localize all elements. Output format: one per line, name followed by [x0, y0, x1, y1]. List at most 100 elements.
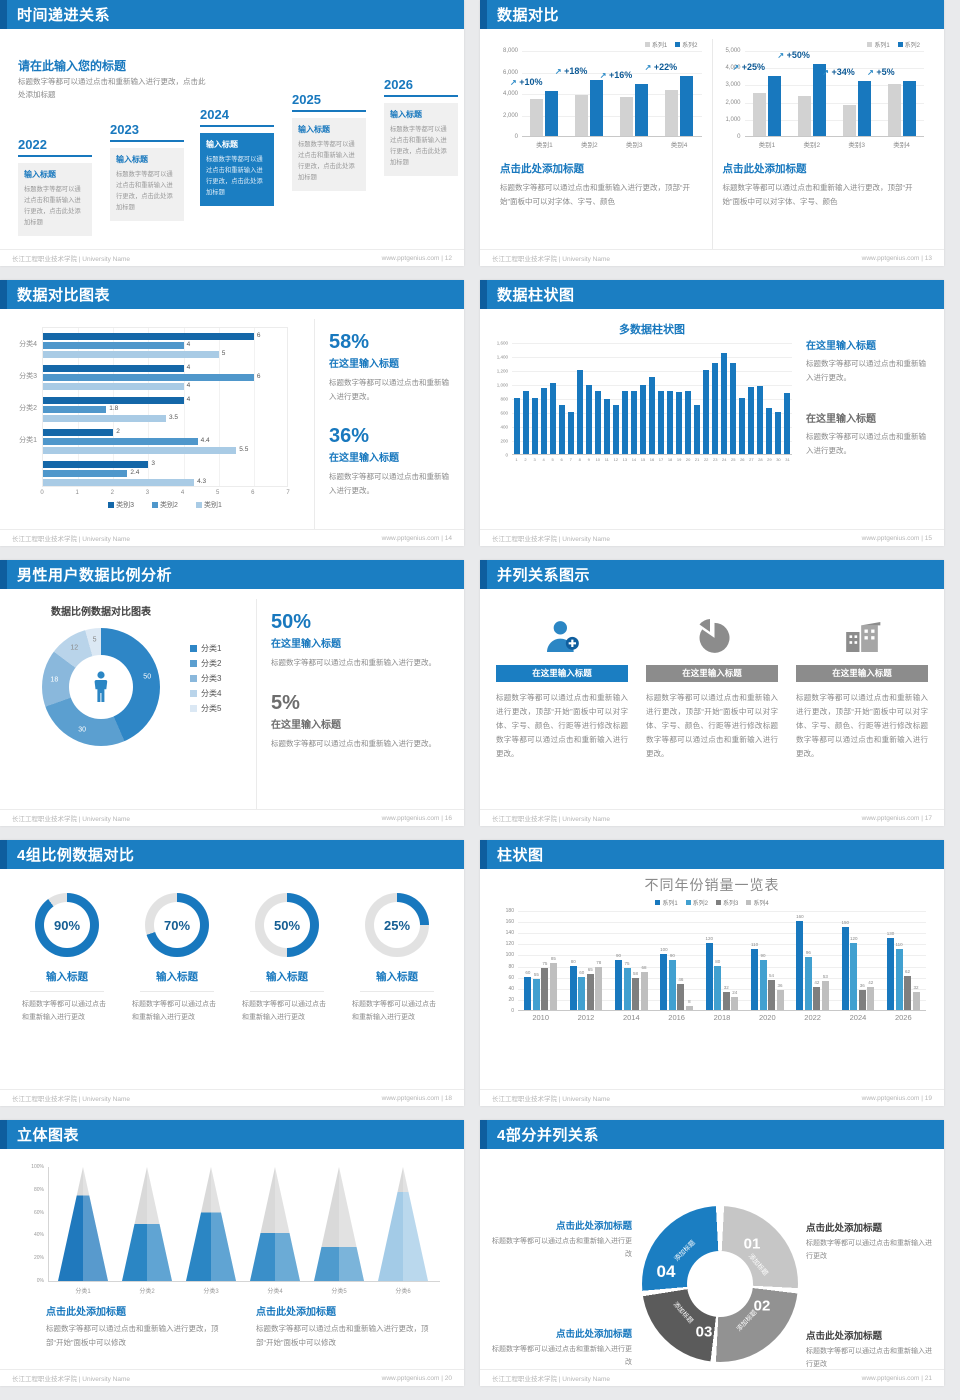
bar: [43, 350, 219, 358]
segment-number: 02: [753, 1297, 771, 1315]
stat-label: 在这里输入标题: [271, 719, 341, 731]
slide-parallel-items[interactable]: 并列关系图示 在这里输入标题 标题数字等都可以通过点击和重新输入进行更改，顶部“…: [480, 560, 944, 826]
y-axis-tick: 100%: [31, 1164, 44, 1170]
x-axis-label: 16: [649, 457, 655, 462]
x-axis-label: 21: [694, 457, 700, 462]
pyramid-side-shade: [339, 1167, 364, 1281]
bar-group: [729, 343, 738, 454]
bar: [887, 84, 901, 136]
slide-footer: 长江工程职业技术学院 | University Name www.pptgeniu…: [480, 529, 944, 546]
slide-four-part-cycle[interactable]: 4部分并列关系 01 添加标题 02 添加标题 03 添加标题 04 添加标题 点击此处添加标…: [480, 1120, 944, 1386]
legend-item: 类别1: [195, 500, 222, 510]
timeline-year: 2023: [110, 122, 184, 142]
slide-hbar-compare[interactable]: 数据对比图表 6 4 5 4 6 4 4 1.8 3.5 2 4.4 5.5 3 2.4 4.3 0 1 2 3 4 5…: [0, 280, 464, 546]
bar: [540, 387, 547, 454]
legend-swatch: [195, 502, 202, 508]
bar: [531, 398, 538, 454]
bar-group: [593, 343, 602, 454]
y-axis-tick: 400: [500, 424, 508, 430]
bar: 42: [813, 980, 821, 1010]
x-axis-tick: 3: [145, 490, 150, 496]
stat-percent: 50%: [271, 611, 312, 633]
x-axis-label: 11: [604, 457, 609, 462]
bar: [43, 373, 254, 381]
gridline: [744, 102, 924, 104]
x-axis-tick: 6: [251, 490, 255, 496]
pyramid: [250, 1167, 300, 1281]
bar: [639, 384, 646, 454]
timeline-item-2023: 2023 输入标题 标题数字等都可以通过点击和重新输入进行更改，点击此处添加标题: [110, 122, 184, 222]
x-axis-label: 类别2: [803, 142, 821, 149]
donut-hole: [69, 655, 133, 719]
bar-group: ↗ +16%: [600, 51, 657, 136]
bar-value-label: 60: [579, 969, 585, 975]
parallel-column: 在这里输入标题 标题数字等都可以通过点击和重新输入进行更改，顶部“开始”面板中可…: [496, 609, 628, 809]
bar-group: 90 75 58 68: [609, 911, 654, 1010]
group-label: 分类1: [19, 437, 37, 444]
slide-multi-bar[interactable]: 数据柱状图 多数据柱状图 0 200 400 600 800 1,000 1,200 1,40…: [480, 280, 944, 546]
x-axis-label: 17: [658, 457, 664, 462]
slide-footer: 长江工程职业技术学院 | University Name www.pptgeniu…: [0, 1089, 464, 1106]
slide-ring-percentages[interactable]: 4组比例数据对比 90% 输入标题 标题数字等都可以通过点击和重新输入进行更改 …: [0, 840, 464, 1106]
stat-label: 在这里输入标题: [329, 359, 399, 370]
bar: 75: [541, 961, 549, 1010]
bar: [767, 75, 781, 136]
slide-donut-analysis[interactable]: 男性用户数据比例分析 数据比例数据对比图表 50 30 18 12 5 分类1 分类2 分类…: [0, 560, 464, 826]
bar-group: [557, 343, 566, 454]
slide-header: 数据柱状图: [480, 280, 944, 309]
slide-3d-pyramids[interactable]: 立体图表 0% 20% 40% 60% 80% 100% 分类1 分类2 分类3 分类4 分类5 分类…: [0, 1120, 464, 1386]
slide-timeline[interactable]: 时间递进关系 请在此输入您的标题 标题数字等都可以通过点击和重新输入进行更改，点…: [0, 0, 464, 266]
legend-swatch: [108, 502, 115, 508]
bar-group: [521, 343, 530, 454]
ring-body: 标题数字等都可以通过点击和重新输入进行更改: [22, 1001, 106, 1021]
progress-ring: 25%: [365, 893, 429, 957]
gridline: [512, 343, 792, 344]
bar: [812, 63, 826, 136]
bar-value-label: 120: [705, 936, 713, 942]
x-axis-label: 2022: [804, 1013, 821, 1022]
legend-item: 系列1: [867, 40, 890, 49]
gridline: [518, 966, 926, 968]
block-heading: 点击此处添加标题: [256, 1307, 336, 1318]
bar: [752, 93, 766, 136]
bar: [712, 363, 719, 454]
y-axis-tick: 60%: [33, 1209, 44, 1216]
x-axis-label: 13: [622, 457, 628, 462]
bar-group: ↗ +5%: [867, 51, 924, 136]
column-body: 标题数字等都可以通过点击和重新输入进行更改，顶部“开始”面板中可以对字体、字号、…: [646, 693, 778, 758]
timeline-box-title: 输入标题: [116, 155, 148, 164]
slide-yearly-columns[interactable]: 柱状图 不同年份销量一览表 系列1 系列2 系列3 系列4 0 20 40 60 80 100 12…: [480, 840, 944, 1106]
block-body: 标题数字等都可以通过点击和重新输入进行更改: [806, 1240, 932, 1260]
stat-block: 5% 在这里输入标题 标题数字等都可以通过点击和重新输入进行更改。: [271, 692, 452, 751]
bar-group: [675, 343, 684, 454]
slide-title: 立体图表: [17, 1127, 80, 1144]
up-arrow-icon: ↗: [777, 50, 785, 60]
x-axis-label: 2026: [894, 1013, 912, 1022]
gridline: [253, 328, 255, 486]
bar-value-label: 120: [849, 936, 858, 942]
gridline: [518, 977, 926, 979]
bar-value-label: 110: [895, 941, 903, 947]
bar-value-label: 65: [587, 966, 593, 972]
x-axis-label: 12: [613, 457, 619, 462]
slide-data-compare[interactable]: 数据对比 系列1 系列2 0 2,000 4,000 6,000 8,000 ↗ +10% ↗ …: [480, 0, 944, 266]
slide-footer: 长江工程职业技术学院 | University Name www.pptgeniu…: [480, 809, 944, 826]
bar-groups: 60 55 75 85 80 60 65 78 90 75 58 68 100 90 46 8 120 80 32 2…: [518, 911, 926, 1010]
bar: [545, 90, 559, 136]
growth-annotation: ↗ +5%: [867, 66, 895, 77]
footer-site: www.pptgenius.com | 21: [861, 1374, 932, 1382]
slide-title: 并列关系图示: [497, 567, 591, 584]
legend-swatch: [867, 42, 873, 47]
x-axis-label: 31: [785, 457, 790, 462]
legend-item: 分类2: [190, 658, 256, 669]
bar-group: ↗ +25%: [733, 51, 790, 136]
bar: 80: [569, 959, 577, 1010]
bar-value-label: 5.5: [239, 445, 249, 453]
bar-value-label: 75: [542, 961, 548, 967]
bar: [857, 80, 871, 136]
chart-area: 多数据柱状图 0 200 400 600 800 1,000 1,200 1,400 1,600…: [492, 317, 792, 546]
growth-annotation: ↗ +16%: [599, 70, 633, 81]
bar: 78: [595, 960, 603, 1010]
y-axis-tick: 3,000: [725, 82, 741, 89]
